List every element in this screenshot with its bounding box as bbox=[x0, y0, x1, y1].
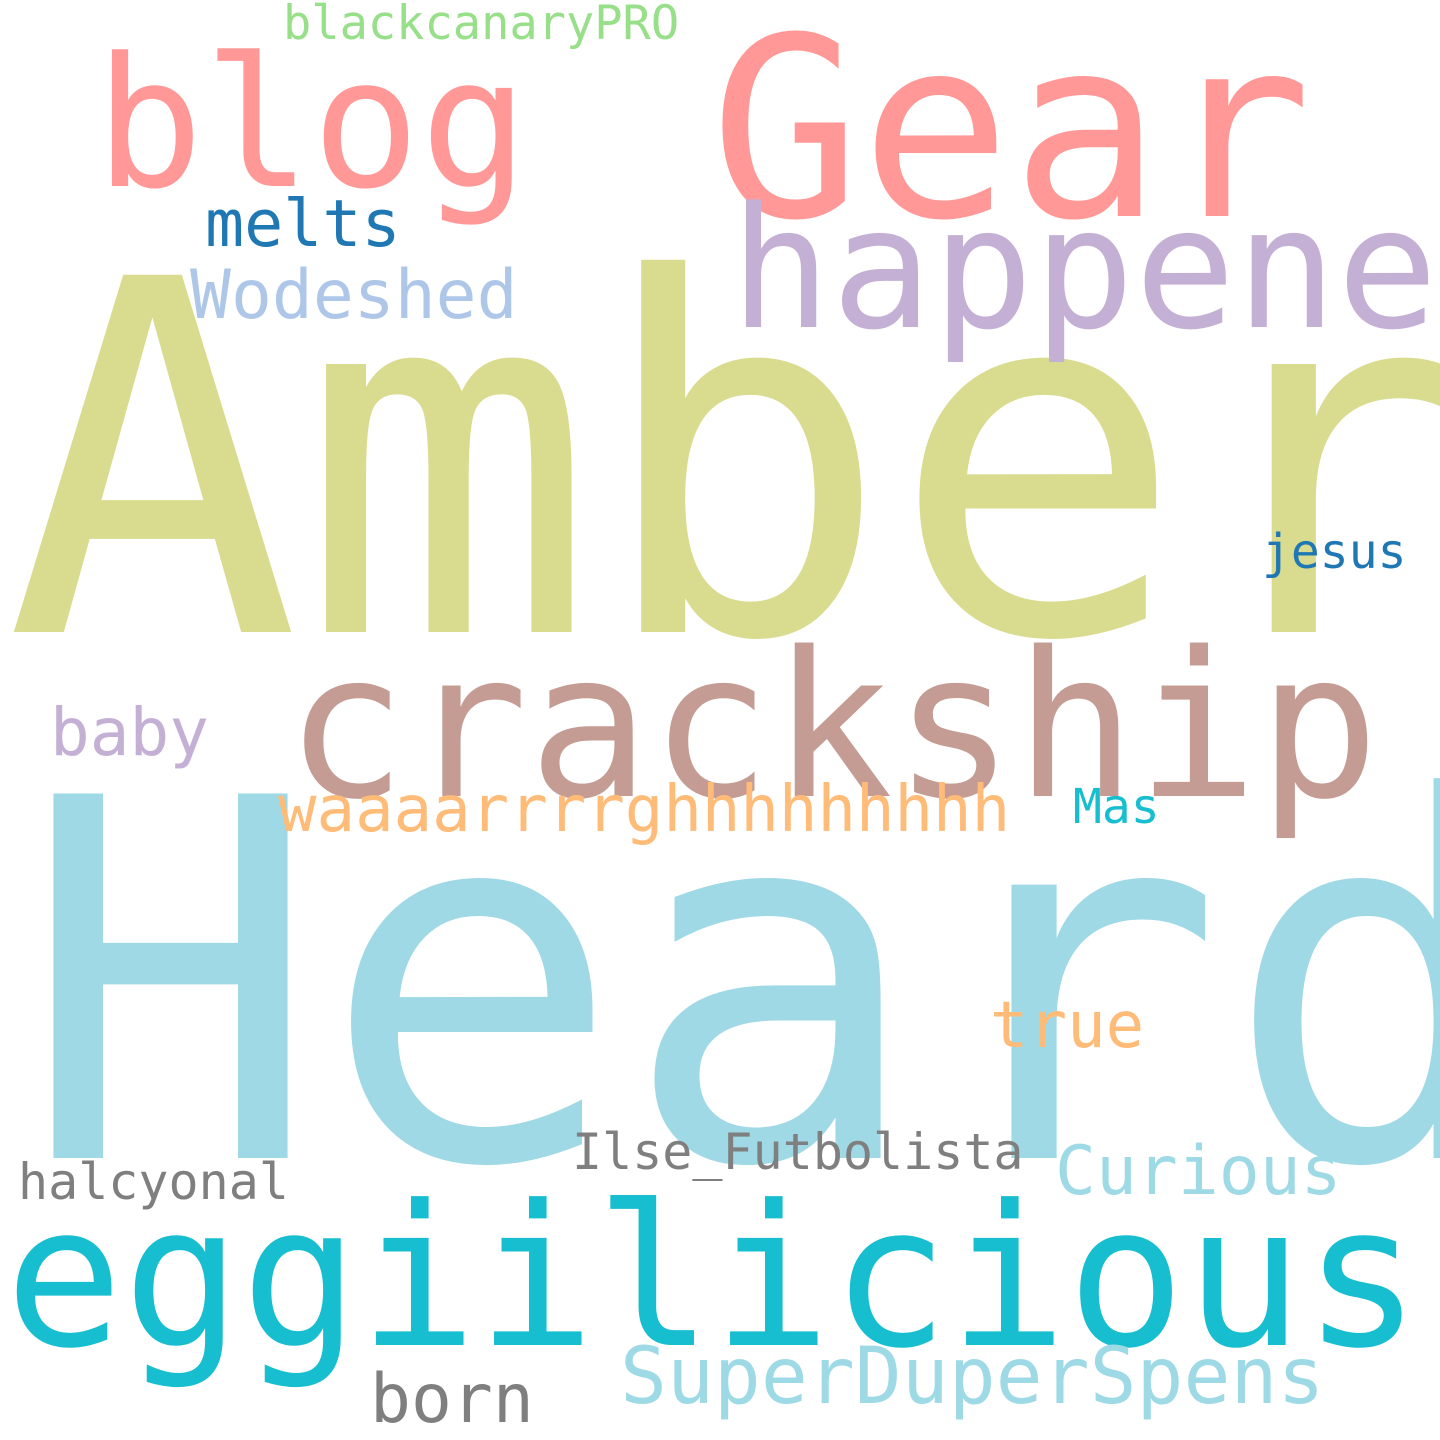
word-wodeshed: Wodeshed bbox=[190, 256, 518, 335]
word-superduperspens: SuperDuperSpens bbox=[620, 1332, 1325, 1422]
word-waaaarrrrghhhhhhhhh: waaaarrrrghhhhhhhhh bbox=[278, 773, 1011, 847]
word-baby: baby bbox=[50, 694, 209, 771]
word-crackship: crackship bbox=[285, 608, 1380, 844]
word-happened: happened bbox=[730, 171, 1440, 367]
word-melts: melts bbox=[205, 187, 401, 262]
word-blackcanarypro: blackcanaryPRO bbox=[283, 0, 680, 51]
word-true: true bbox=[990, 989, 1145, 1063]
word-eggiilicious: eggiilicious bbox=[5, 1164, 1422, 1392]
word-curious: Curious bbox=[1055, 1132, 1342, 1211]
word-gear: Gear bbox=[710, 0, 1313, 275]
word-mas: Mas bbox=[1073, 779, 1160, 835]
word-halcyonal: halcyonal bbox=[18, 1153, 289, 1211]
word-blog: blog bbox=[95, 20, 529, 229]
word-amber: Amber bbox=[5, 177, 1440, 748]
word-heard: Heard bbox=[20, 694, 1440, 1276]
word-born: born bbox=[370, 1360, 534, 1439]
word-jesus: jesus bbox=[1262, 524, 1407, 580]
word-ilse-futbolista: Ilse_Futbolista bbox=[572, 1123, 1024, 1181]
